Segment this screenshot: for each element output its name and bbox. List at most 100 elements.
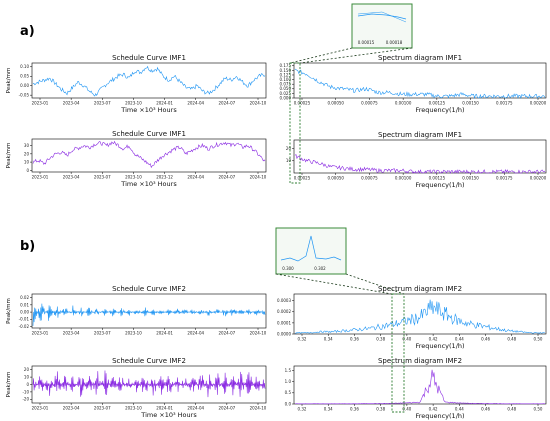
chart-b1: Schedule Curve IMF2 Peak/mm 2023-01 2023-04… <box>6 285 267 336</box>
x-tick-label: 2023-10 <box>125 406 142 411</box>
x-tick-label: 0.38 <box>376 407 385 412</box>
y-tick-label: 1.5 <box>285 368 292 373</box>
y-tick-label: 0.125 <box>280 72 292 77</box>
panel-label: b) <box>20 239 35 254</box>
x-tick-label: 2023-10 <box>125 101 142 106</box>
series-line <box>32 303 266 326</box>
y-tick-label: 0.0002 <box>277 309 291 314</box>
x-tick-label: 0.00125 <box>429 101 446 106</box>
x-tick-label: 2023-07 <box>94 406 111 411</box>
series-line <box>294 68 546 100</box>
y-tick-label: 0 <box>26 382 29 387</box>
x-tick-label: 0.00075 <box>361 176 378 181</box>
zoom-inset-line <box>357 13 407 20</box>
y-tick-label: -0.05 <box>19 93 30 98</box>
series-line <box>32 140 266 169</box>
y-tick-label: 0 <box>26 168 29 173</box>
x-tick-label: 0.00050 <box>327 176 344 181</box>
x-tick-label: 2023-01 <box>32 175 49 180</box>
x-tick-label: 2023-07 <box>94 331 111 336</box>
y-tick-label: 0.175 <box>280 63 292 68</box>
y-axis-label: Peak/mm <box>6 372 12 398</box>
y-tick-label: 30 <box>24 143 30 148</box>
series-line <box>32 370 266 398</box>
x-tick-label: 2023-04 <box>63 175 80 180</box>
chart-title: Spectrum diagram IMF2 <box>378 285 462 293</box>
x-tick-label: 0.42 <box>429 337 438 342</box>
x-tick-label: 2023-10 <box>125 331 142 336</box>
zoom-connector <box>289 47 353 64</box>
y-tick-label: 0.05 <box>20 74 29 79</box>
x-axis-label: Time ×10³ Hours <box>120 180 177 188</box>
x-tick-label: 0.00150 <box>462 176 479 181</box>
x-tick-label: 2023-04 <box>63 101 80 106</box>
y-tick-label: 0.01 <box>20 302 29 307</box>
x-tick-label: 0.00150 <box>462 101 479 106</box>
y-tick-label: 0.025 <box>280 91 292 96</box>
highlight-region <box>289 62 301 184</box>
x-tick-label: 2024-10 <box>250 101 267 106</box>
y-tick-label: 0.150 <box>280 68 292 73</box>
x-axis-label: Frequency(1/h) <box>415 412 464 420</box>
inset-tick-label: 0.00018 <box>386 40 403 45</box>
y-tick-label: 20 <box>286 146 292 151</box>
x-tick-label: 2023-07 <box>94 101 111 106</box>
x-axis-label: Frequency(1/h) <box>415 181 464 189</box>
zoom-connector <box>275 273 393 295</box>
x-tick-label: 2023-01 <box>32 331 49 336</box>
plot-frame <box>293 365 547 405</box>
x-tick-label: 0.00200 <box>530 176 547 181</box>
x-tick-label: 2024-10 <box>250 175 267 180</box>
zoom-inset-line <box>357 11 407 23</box>
chart-title: Spectrum diagram IMF1 <box>378 131 462 139</box>
highlight-region <box>391 293 405 413</box>
inset-tick-label: 0.300 <box>282 266 294 271</box>
x-axis-label: Time ×10³ Hours <box>140 411 197 419</box>
zoom-inset-b <box>275 227 347 275</box>
plot-frame <box>31 293 267 329</box>
x-tick-label: 0.34 <box>324 407 333 412</box>
chart-title: Schedule Curve IMF1 <box>112 130 186 138</box>
chart-title: Spectrum diagram IMF2 <box>378 357 462 365</box>
series-line <box>295 369 546 405</box>
y-tick-label: 10 <box>24 375 30 380</box>
x-tick-label: 0.40 <box>402 337 411 342</box>
x-tick-label: 2023-04 <box>63 406 80 411</box>
chart-b2: Schedule Curve IMF2 Peak/mm Time ×10³ Hour… <box>6 357 267 419</box>
x-tick-label: 0.38 <box>376 337 385 342</box>
y-tick-label: -0.01 <box>19 317 30 322</box>
x-tick-label: 2023-01 <box>32 101 49 106</box>
y-tick-label: 0.00 <box>20 83 29 88</box>
x-tick-label: 0.00100 <box>395 101 412 106</box>
x-tick-label: 2023-12 <box>156 175 173 180</box>
x-tick-label: 0.32 <box>298 337 307 342</box>
x-tick-label: 0.48 <box>507 407 516 412</box>
chart-title: Schedule Curve IMF2 <box>112 357 186 365</box>
series-line <box>294 154 546 174</box>
y-tick-label: 0.050 <box>280 86 292 91</box>
plot-frame <box>31 138 267 173</box>
plot-frame <box>293 293 547 335</box>
y-axis-label: Peak/mm <box>6 68 12 94</box>
x-tick-label: 2024-04 <box>187 101 204 106</box>
x-tick-label: 0.00050 <box>327 101 344 106</box>
y-tick-label: 10 <box>24 160 30 165</box>
x-tick-label: 2024-07 <box>218 406 235 411</box>
x-tick-label: 2023-04 <box>63 331 80 336</box>
y-tick-label: 20 <box>24 151 30 156</box>
x-tick-label: 0.36 <box>350 337 359 342</box>
x-tick-label: 0.00175 <box>496 176 513 181</box>
x-tick-label: 0.00175 <box>496 101 513 106</box>
y-tick-label: 0.5 <box>285 390 292 395</box>
x-axis-label: Frequency(1/h) <box>415 106 464 114</box>
x-tick-label: 0.00025 <box>294 176 311 181</box>
y-tick-label: 1.0 <box>285 379 292 384</box>
x-tick-label: 0.32 <box>298 407 307 412</box>
chart-b3: Spectrum diagram IMF2 Frequency(1/h) 0.32 0… <box>277 285 547 350</box>
chart-b4: Spectrum diagram IMF2 Frequency(1/h) 0.32 0… <box>285 357 547 420</box>
x-tick-label: 2023-10 <box>125 175 142 180</box>
x-tick-label: 2024-04 <box>187 175 204 180</box>
x-tick-label: 0.00100 <box>395 176 412 181</box>
x-tick-label: 0.42 <box>429 407 438 412</box>
inset-tick-label: 0.00015 <box>358 40 375 45</box>
